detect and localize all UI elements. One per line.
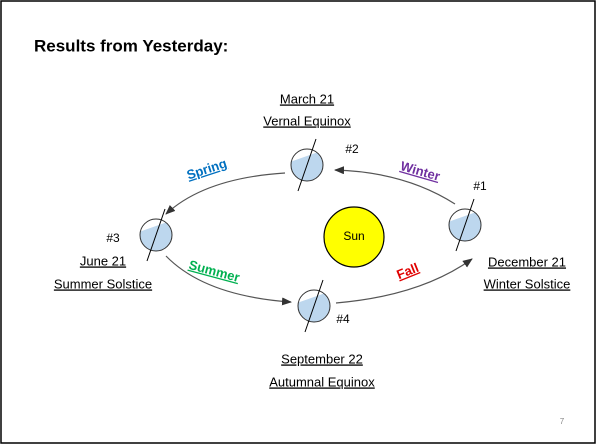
page-number: 7 [560,417,565,426]
position-number: #1 [473,179,487,193]
sun-label: Sun [343,229,364,243]
event: Winter Solstice [484,276,571,291]
sun [323,206,385,268]
event: Summer Solstice [54,276,152,291]
position-number: #4 [336,312,350,326]
position-number: #3 [106,231,120,245]
title: Results from Yesterday: [34,36,228,55]
date: June 21 [80,253,126,268]
event: Autumnal Equinox [269,374,375,389]
orbit [165,166,473,306]
date: September 22 [281,351,363,366]
position-number: #2 [345,142,359,156]
date: March 21 [280,91,334,106]
event: Vernal Equinox [263,113,351,128]
date: December 21 [488,254,566,269]
